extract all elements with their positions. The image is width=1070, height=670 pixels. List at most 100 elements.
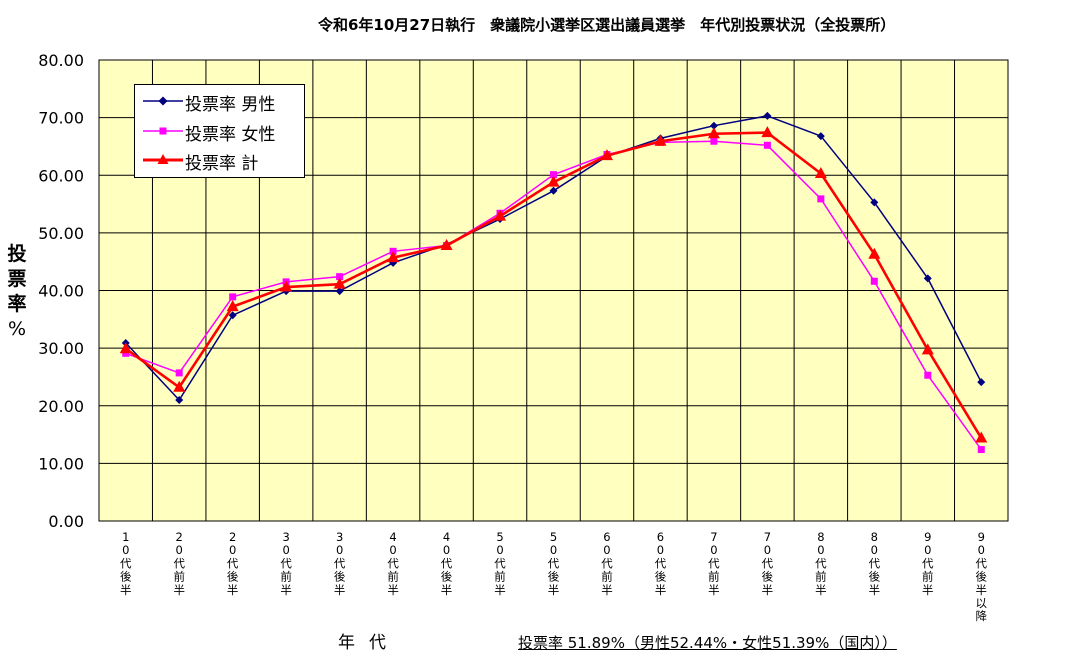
x-tick-label-char: 代 <box>922 556 934 570</box>
x-tick-label-char: 半 <box>762 583 774 597</box>
data-point <box>122 349 130 357</box>
x-tick-label-char: 5 <box>550 530 557 544</box>
y-tick-label: 80.00 <box>38 51 84 70</box>
x-tick-label-char: 2 <box>229 530 236 544</box>
x-tick-label-char: 0 <box>603 543 610 557</box>
x-tick-label-char: 6 <box>657 530 664 544</box>
x-tick-label-char: 代 <box>976 556 988 570</box>
x-tick-label-char: 半 <box>441 583 453 597</box>
x-tick-label-char: 代 <box>708 556 720 570</box>
x-tick-label-char: 0 <box>443 543 450 557</box>
x-tick-label-char: 後 <box>120 570 132 584</box>
x-tick-label-char: 4 <box>443 530 450 544</box>
y-tick-label: 10.00 <box>38 454 84 473</box>
data-point <box>119 342 132 354</box>
data-point <box>226 300 239 312</box>
x-tick-label-char: 半 <box>334 583 346 597</box>
x-tick-label-char: 8 <box>817 530 824 544</box>
data-point <box>175 395 184 404</box>
data-point <box>707 127 720 139</box>
x-tick-label-char: 以 <box>976 596 988 610</box>
x-axis-label: 年代 <box>338 633 400 653</box>
x-tick-label-char: 0 <box>817 543 824 557</box>
x-tick-label-char: 2 <box>176 530 183 544</box>
data-point <box>387 251 400 263</box>
x-tick-label-char: 0 <box>924 543 931 557</box>
x-tick-label-char: 半 <box>227 583 239 597</box>
y-tick-label: 30.00 <box>38 339 84 358</box>
data-point <box>924 371 932 379</box>
legend-item-male: 投票率 男性 <box>135 87 304 115</box>
x-tick-label-char: 0 <box>871 543 878 557</box>
data-point <box>550 171 557 179</box>
x-tick-label-char: 前 <box>494 570 506 584</box>
y-tick-label: 40.00 <box>38 282 84 301</box>
x-tick-label-char: 半 <box>976 583 988 597</box>
x-tick-label-char: 代 <box>280 556 292 570</box>
chart-legend: 投票率 男性 投票率 女性 投票率 計 <box>134 84 305 178</box>
y-axis-label: 投票率 % <box>6 242 28 342</box>
x-tick-label-char: 代 <box>334 556 346 570</box>
x-tick-label-char: 0 <box>282 543 289 557</box>
x-tick-label-char: 0 <box>496 543 503 557</box>
x-tick-label-char: 代 <box>815 556 827 570</box>
x-tick-label-char: 前 <box>173 570 185 584</box>
x-tick-label-char: 0 <box>176 543 183 557</box>
turnout-summary-note: 投票率 51.89%（男性52.44%・女性51.39%（国内）） <box>518 634 897 652</box>
x-tick-label-char: 後 <box>441 570 453 584</box>
x-tick-label-char: 半 <box>708 583 720 597</box>
legend-marker-female-icon <box>143 127 183 135</box>
data-point <box>228 311 237 320</box>
x-tick-label-char: 0 <box>122 543 129 557</box>
series-group <box>119 111 988 454</box>
legend-label-male: 投票率 男性 <box>185 95 276 115</box>
x-tick-label-char: 後 <box>976 570 988 584</box>
x-tick-label-char: 3 <box>282 530 289 544</box>
y-axis-label-char: 投 <box>7 243 27 265</box>
x-tick-label-char: 1 <box>122 530 129 544</box>
data-point <box>440 239 453 251</box>
y-tick-label: 20.00 <box>38 397 84 416</box>
x-tick-label-char: 代 <box>494 556 506 570</box>
x-tick-label-char: 後 <box>334 570 346 584</box>
y-axis-label-text: 投票率 <box>6 242 28 317</box>
y-tick-label: 70.00 <box>38 109 84 128</box>
x-tick-label-char: 半 <box>280 583 292 597</box>
x-tick-label-char: 4 <box>389 530 396 544</box>
data-point <box>761 126 774 138</box>
chart-title: 令和6年10月27日執行 衆議院小選挙区選出議員選挙 年代別投票状況（全投票所） <box>318 16 896 34</box>
x-tick-label-char: 代 <box>120 556 132 570</box>
data-point <box>547 175 560 187</box>
data-point <box>600 149 613 161</box>
data-point <box>494 209 507 221</box>
x-tick-label-char: 前 <box>922 570 934 584</box>
y-axis-label-char: 票 <box>7 268 27 290</box>
x-tick-label-char: 代 <box>655 556 667 570</box>
x-tick-label-char: 後 <box>869 570 881 584</box>
data-point <box>229 293 237 301</box>
legend-item-total: 投票率 計 <box>135 146 304 174</box>
y-tick-label: 50.00 <box>38 224 84 243</box>
x-tick-label-char: 半 <box>548 583 560 597</box>
y-axis-unit: % <box>7 318 27 340</box>
x-tick-label-char: 後 <box>227 570 239 584</box>
x-tick-label-char: 半 <box>869 583 881 597</box>
legend-marker-total-icon <box>143 154 183 164</box>
x-tick-label-char: 代 <box>227 556 239 570</box>
x-tick-label-char: 代 <box>441 556 453 570</box>
data-point <box>335 287 344 296</box>
x-tick-label-char: 後 <box>762 570 774 584</box>
data-point <box>175 369 183 377</box>
data-point <box>921 343 934 355</box>
y-tick-label: 0.00 <box>48 512 84 531</box>
